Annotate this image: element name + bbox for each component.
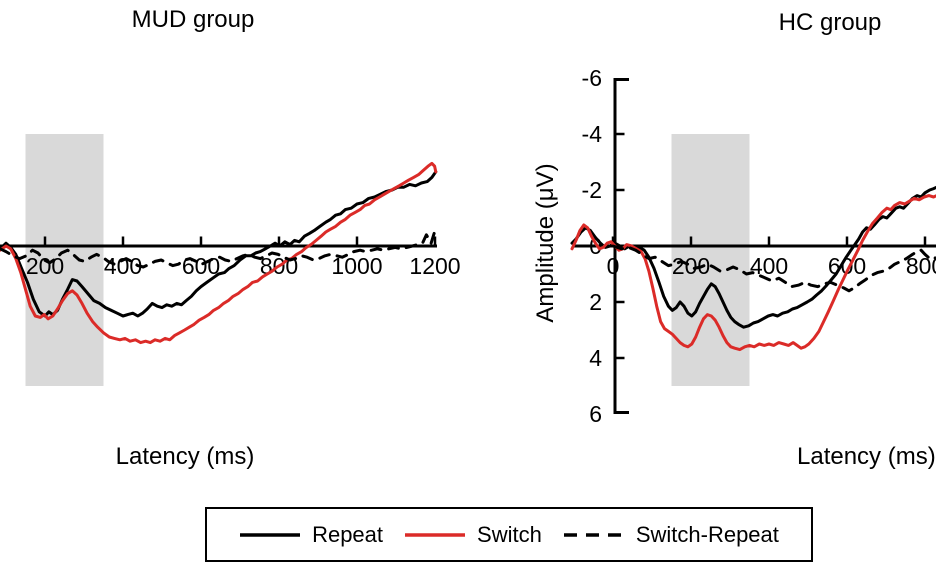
right-plot-title: HC group [778, 9, 882, 36]
left-plot-xlabel: Latency (ms) [115, 443, 255, 470]
legend-box: Repeat Switch Switch-Repeat [205, 507, 813, 562]
mud-curve-switch [0, 161, 438, 345]
hc-y-tick-label: -2 [582, 177, 602, 203]
hc-y-tick-label: 2 [589, 289, 602, 315]
mud-x-tick-label: 600 [182, 253, 220, 279]
switch-line-sample [405, 532, 466, 537]
hc-curve-repeat [570, 185, 936, 329]
right-plot-ylabel: Amplitude (μV) [532, 163, 559, 323]
legend-item-repeat: Repeat [239, 522, 383, 548]
legend-label-repeat: Repeat [312, 521, 384, 547]
legend-label-switch: Switch [477, 521, 542, 547]
legend-item-switch: Switch [404, 522, 542, 548]
mud-x-tick-label: 200 [26, 253, 64, 279]
switch-repeat-line-sample [563, 532, 624, 537]
hc-curve-switch-repeat [611, 244, 936, 293]
hc-curve-switch [570, 194, 936, 352]
hc-y-tick-label: -4 [582, 121, 603, 147]
hc-y-tick-label: 4 [589, 345, 602, 371]
legend-item-switch-repeat: Switch-Repeat [563, 522, 779, 548]
hc-x-tick-label: 0 [607, 253, 620, 279]
mud-x-tick-label: 1200 [409, 253, 460, 279]
mud-highlight-region [25, 134, 104, 386]
mud-curve-switch-repeat [0, 229, 437, 269]
left-plot-title: MUD group [131, 6, 255, 33]
right-plot-xlabel: Latency (ms) [797, 443, 936, 470]
hc-y-tick-label: 6 [589, 401, 602, 427]
mud-curve-repeat [0, 170, 438, 318]
hc-x-tick-label: 400 [750, 253, 788, 279]
hc-y-tick-label: -6 [582, 65, 602, 91]
repeat-line-sample [240, 532, 301, 537]
legend-label-switch-repeat: Switch-Repeat [635, 521, 779, 547]
